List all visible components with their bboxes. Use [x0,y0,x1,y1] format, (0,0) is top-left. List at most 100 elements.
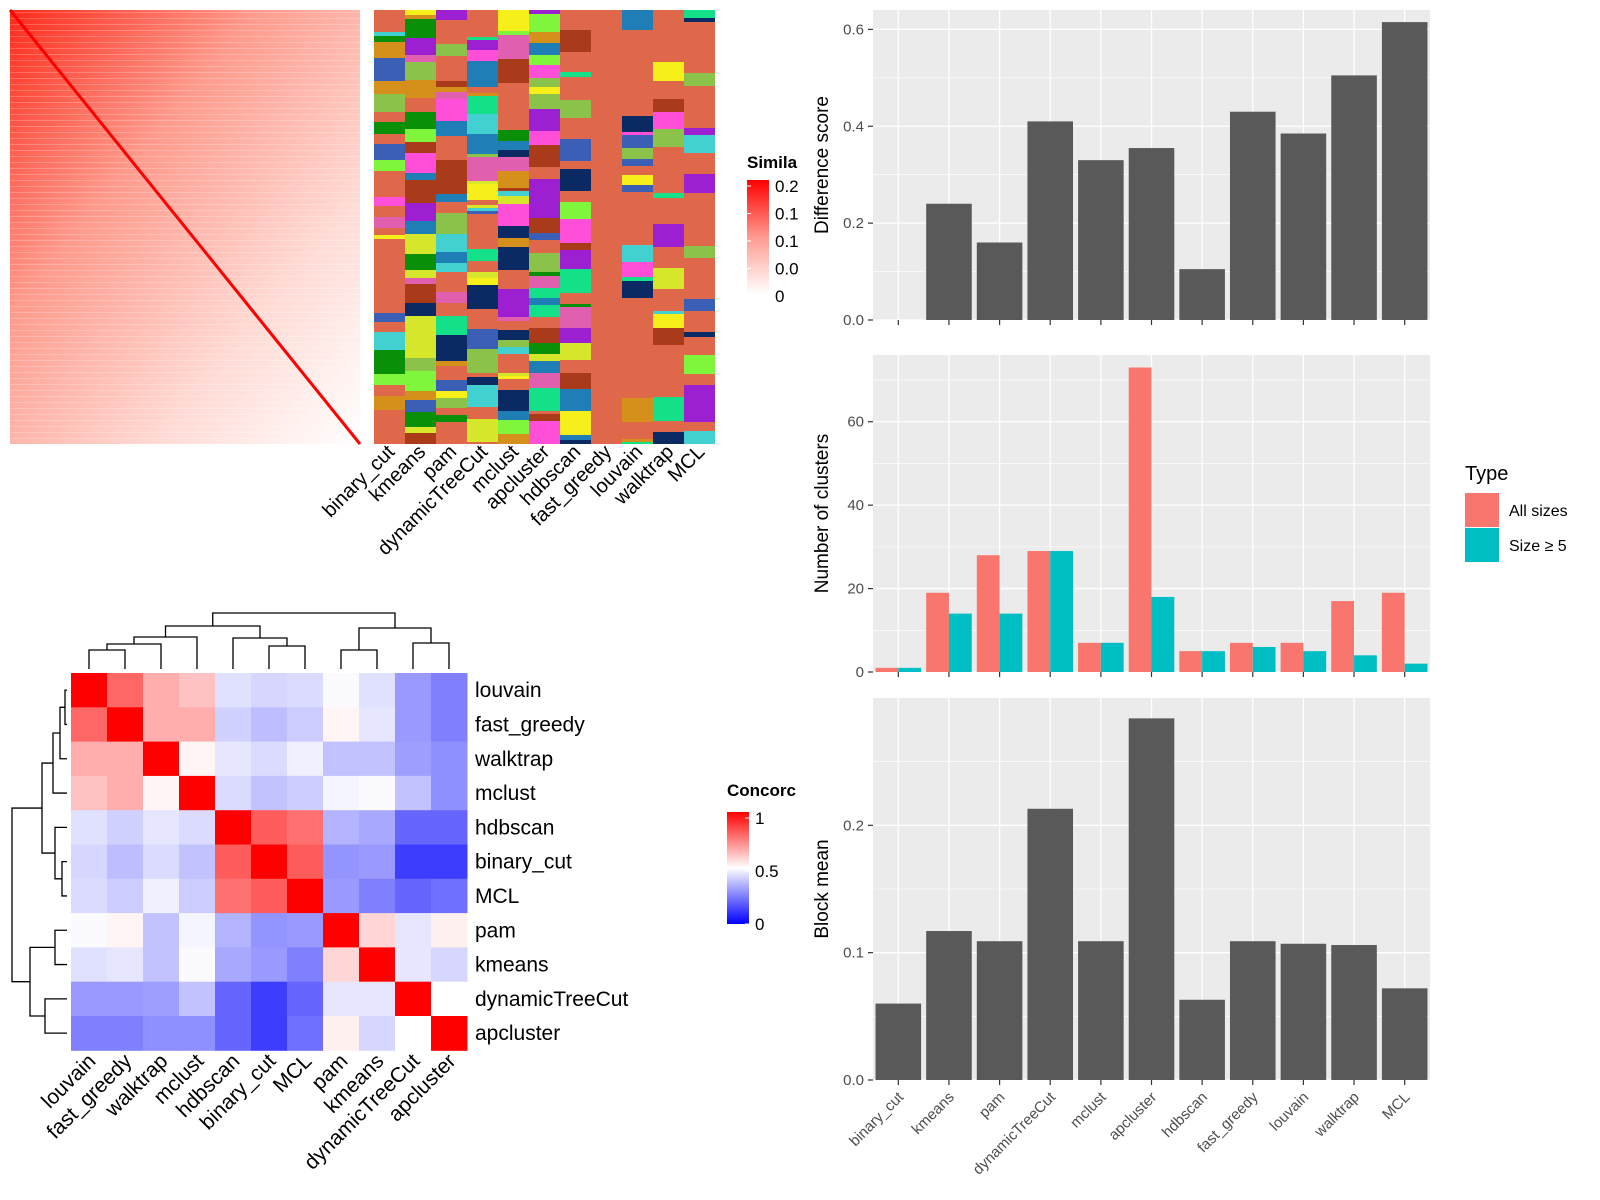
legend-swatch [1465,493,1499,527]
concordance-heatmap: louvain fast_greedy walktrap mclust hdbscan b… [11,612,796,1174]
concordance-row-labels: louvain fast_greedy walktrap mclust hdbscan b… [474,679,628,1045]
concordance-cell [431,844,468,880]
concordance-cell [359,810,396,845]
similarity-heatmap: binary_cutkmeanspamdynamicTreeCutmclusta… [8,9,799,560]
bar [976,242,1023,320]
concordance-row-label: mclust [475,782,536,805]
concordance-cell [431,1016,468,1051]
concordance-cell [71,947,108,983]
concordance-cell [215,981,252,1017]
y-axis-label: Difference score [812,96,833,234]
concordance-cell [107,981,144,1017]
concordance-cell [107,810,144,845]
y-tick-label: 40 [847,497,864,514]
concordance-col-labels: louvainfast_greedywalktrapmclusthdbscanb… [37,1049,460,1174]
concordance-cell [215,947,252,983]
method-column-walktrap [653,10,684,444]
method-column-dynamicTreeCut [467,10,498,444]
concordance-cell [359,878,396,914]
concordance-row-label: fast_greedy [475,713,585,736]
bar-size-ge5 [1151,596,1175,672]
concordance-row-label: louvain [475,679,542,702]
concordance-cell [431,775,468,811]
bar [1280,133,1327,320]
bar [1128,148,1175,320]
concordance-cell [71,775,108,811]
bar-all-sizes [976,555,1000,672]
bar [1381,22,1428,320]
concordance-cell [251,741,288,777]
x-tick-label: kmeans [909,1089,958,1138]
concordance-cell [359,981,396,1017]
concordance-cell [179,673,216,708]
bar [1027,808,1074,1080]
type-legend-title: Type [1465,463,1508,485]
concordance-cell [179,844,216,880]
concordance-legend-bar [727,812,749,924]
method-column-kmeans [405,10,436,444]
concordance-cell [107,1016,144,1051]
concordance-cell [323,673,360,708]
bar [1179,999,1225,1080]
concordance-cell [215,810,252,845]
x-tick-label: binary_cut [846,1088,908,1150]
concordance-cell [215,844,252,880]
concordance-cell [251,878,288,914]
bar-size-ge5 [1202,651,1225,672]
dendrogram-branch [54,826,67,880]
concordance-cell [323,844,360,880]
legend-label: All sizes [1509,503,1568,520]
concordance-row-label: walktrap [474,748,553,771]
dendrogram-branch [268,645,306,669]
dendrogram-branch [61,861,67,897]
concordance-cell [323,1016,360,1051]
bar-size-ge5 [1303,651,1327,672]
bar-size-ge5 [898,667,922,672]
concordance-cell [395,775,432,811]
y-tick-label: 0.6 [843,21,864,38]
concordance-cell [395,741,432,777]
bar-all-sizes [1280,642,1304,672]
concordance-row-label: pam [475,919,516,942]
concordance-cell [179,775,216,811]
concordance-cell [143,981,180,1017]
method-column-hdbscan [560,10,591,444]
concordance-cell [215,775,252,811]
row-dendrogram [11,689,67,1034]
concordance-cell [251,775,288,811]
concordance-row-label: MCL [475,885,519,908]
concordance-cell [395,707,432,743]
bar-size-ge5 [1252,646,1276,672]
similarity-legend-tick: 0.1 [775,232,799,251]
bar [1179,269,1225,320]
concordance-cell [251,947,288,983]
concordance-row-label: binary_cut [475,851,572,874]
concordance-cell [215,707,252,743]
concordance-cell [287,844,324,880]
concordance-cell [431,673,468,708]
bar-all-sizes [1331,601,1355,672]
concordance-cell [359,844,396,880]
concordance-cell [359,673,396,708]
y-axis-label: Number of clusters [812,434,833,593]
concordance-cell [359,1016,396,1051]
y-axis-label: Block mean [812,839,833,938]
bar-size-ge5 [1100,642,1124,672]
concordance-cell [431,981,468,1017]
y-tick-label: 0.2 [843,215,864,232]
dendrogram-branch [340,649,378,669]
bar [1229,111,1276,320]
bar-all-sizes [1128,367,1152,672]
type-legend: Type All sizes Size ≥ 5 [1465,463,1568,562]
concordance-cell [71,673,108,708]
concordance-cell [323,810,360,845]
bar [1027,121,1074,320]
concordance-cell [287,741,324,777]
x-tick-label: louvain [1267,1089,1313,1135]
bar-all-sizes [875,667,899,672]
dendrogram-branch [54,929,67,966]
concordance-row-label: kmeans [475,954,549,977]
concordance-cell [287,1016,324,1051]
